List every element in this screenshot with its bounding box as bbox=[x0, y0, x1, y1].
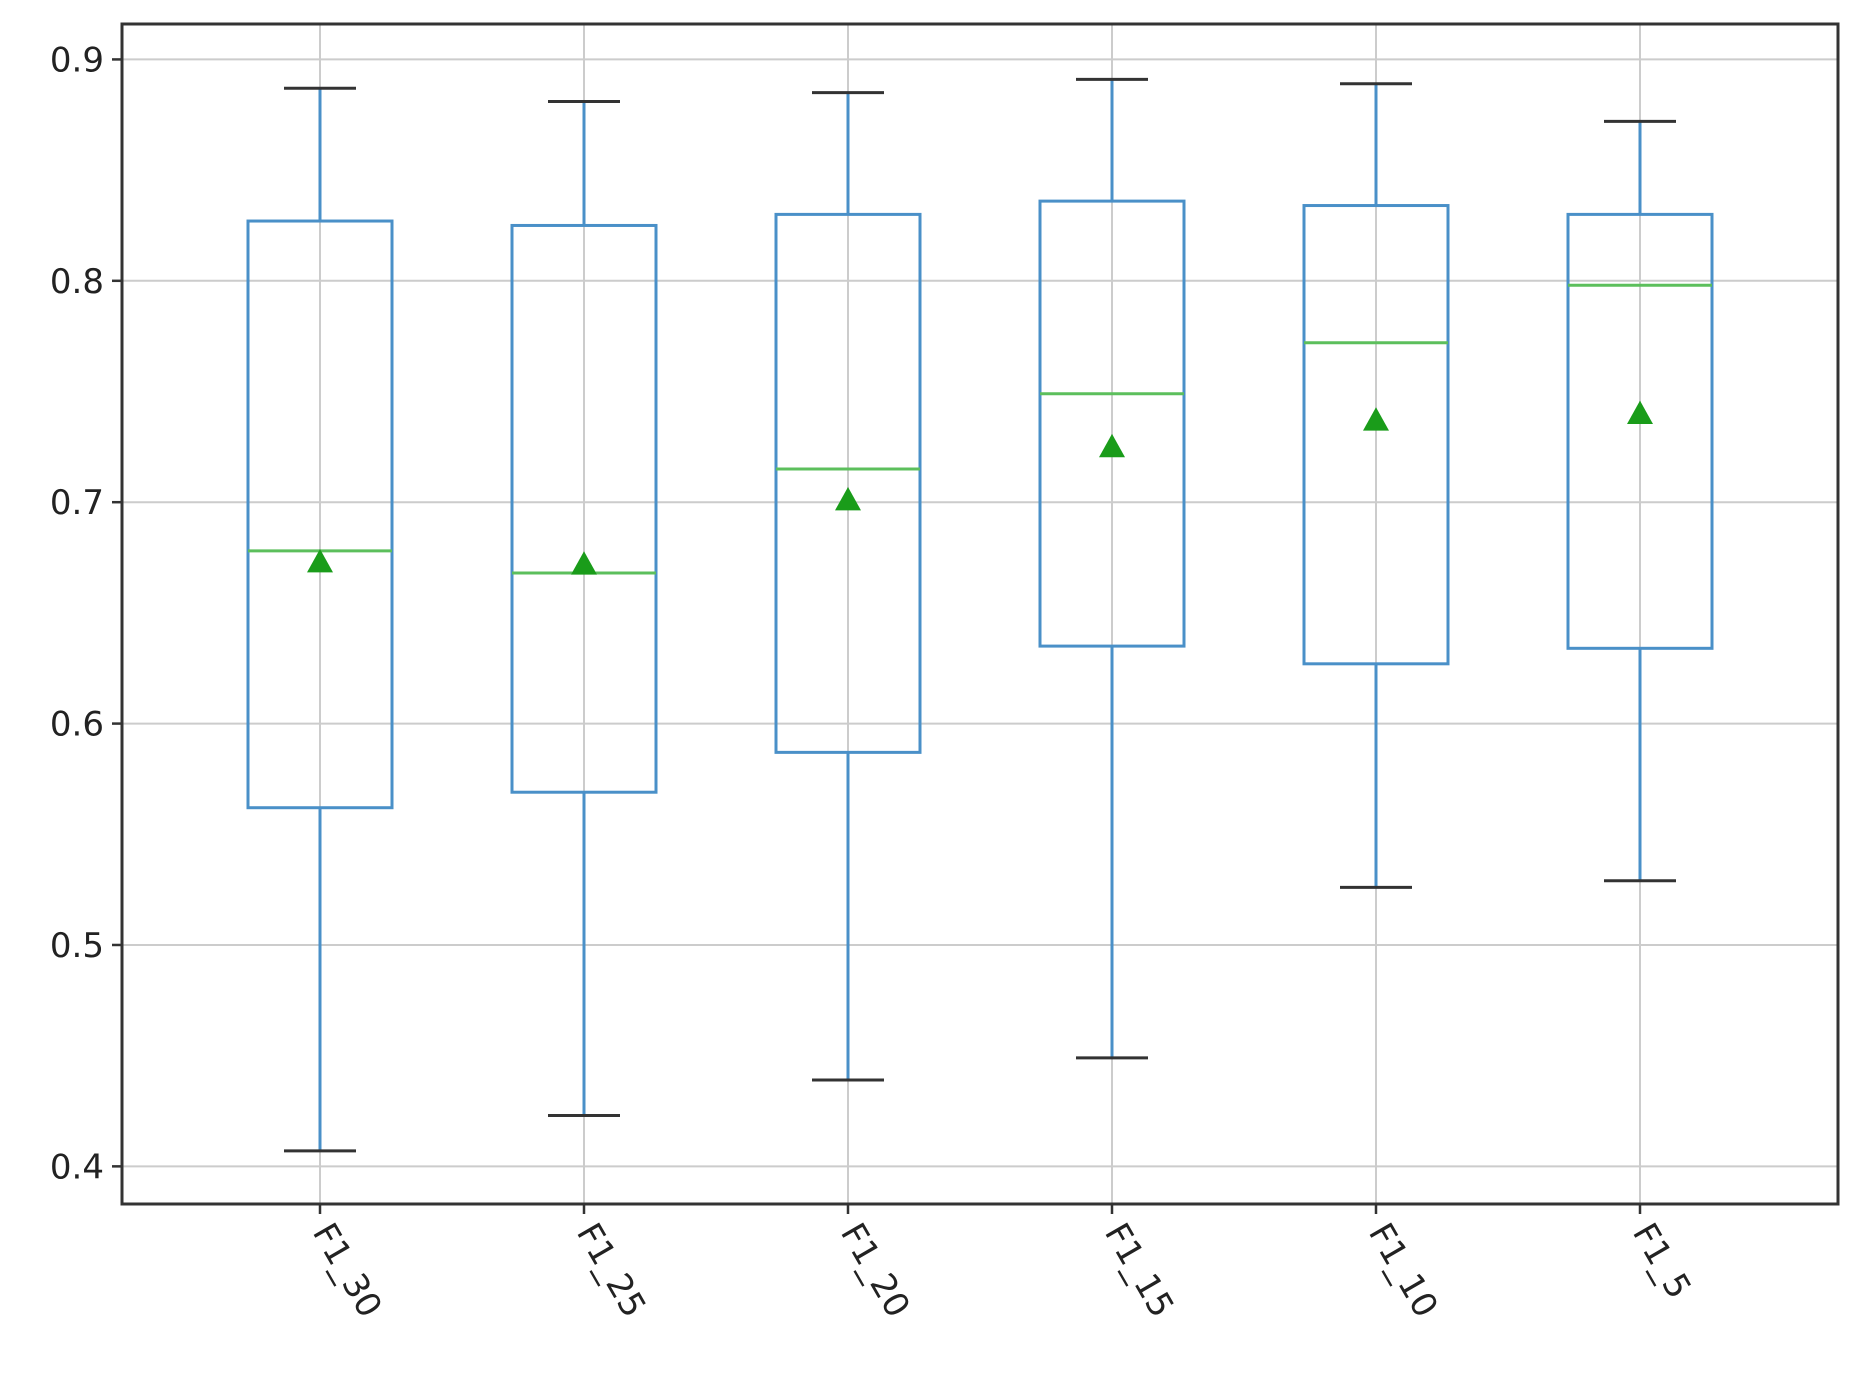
y-tick-label: 0.6 bbox=[50, 705, 104, 745]
mean-marker bbox=[835, 486, 861, 511]
boxes bbox=[246, 77, 1714, 1153]
mean-marker bbox=[571, 551, 597, 575]
mean-marker bbox=[1099, 433, 1125, 458]
x-tick-label: F1_20 bbox=[832, 1217, 917, 1325]
iqr-box bbox=[1566, 212, 1714, 650]
y-tick-label: 0.9 bbox=[50, 40, 104, 80]
x-tick-label: F1_5 bbox=[1624, 1217, 1699, 1306]
y-tick-label: 0.8 bbox=[50, 262, 104, 302]
y-tick-label: 0.7 bbox=[50, 483, 104, 523]
y-tick-label: 0.5 bbox=[50, 926, 104, 966]
axis-ticks: 0.4 0.5 0.6 0.7 0.8 0.9 F1_30 F1_25 F1_20 F1_15 F1… bbox=[50, 40, 1699, 1324]
x-tick-label: F1_25 bbox=[568, 1217, 653, 1325]
iqr-box bbox=[510, 223, 658, 794]
mean-marker bbox=[1627, 400, 1653, 425]
iqr-box bbox=[774, 212, 922, 754]
iqr-box bbox=[246, 219, 394, 810]
mean-marker bbox=[307, 548, 333, 573]
iqr-box bbox=[1302, 204, 1450, 666]
grid bbox=[122, 24, 1838, 1204]
x-tick-label: F1_10 bbox=[1360, 1217, 1445, 1325]
plot-frame bbox=[120, 22, 1840, 1206]
iqr-box bbox=[1038, 199, 1186, 648]
x-tick-label: F1_30 bbox=[304, 1217, 389, 1325]
y-tick-label: 0.4 bbox=[50, 1147, 104, 1187]
mean-marker bbox=[1363, 407, 1389, 431]
x-tick-label: F1_15 bbox=[1096, 1217, 1181, 1325]
